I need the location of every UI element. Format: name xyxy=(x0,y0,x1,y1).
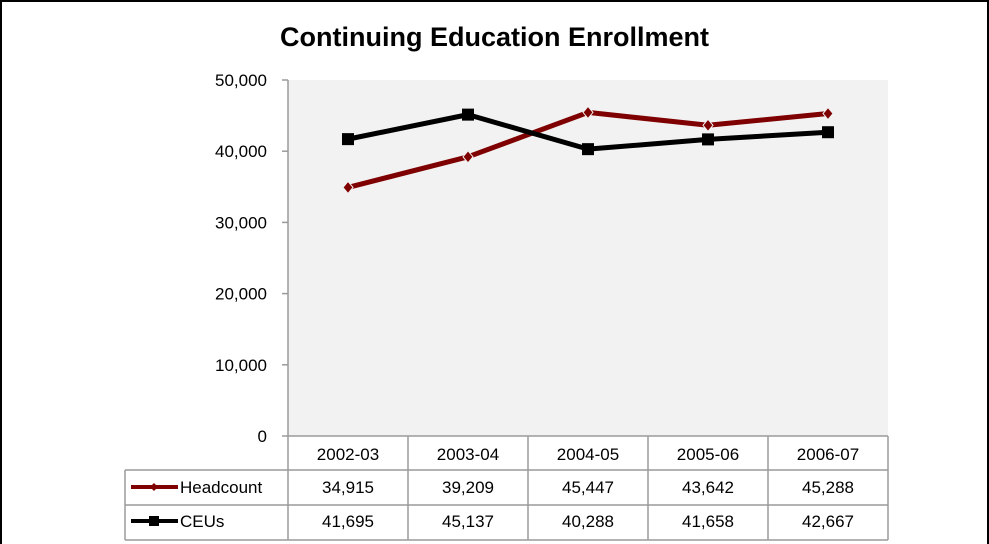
table-value-cell: 45,288 xyxy=(802,478,854,497)
data-point-ceus xyxy=(462,108,474,121)
table-value-cell: 43,642 xyxy=(682,478,734,497)
legend-series-name: Headcount xyxy=(180,478,263,497)
table-value-cell: 45,137 xyxy=(442,512,494,531)
table-value-cell: 39,209 xyxy=(442,478,494,497)
y-tick-label: 10,000 xyxy=(215,356,267,375)
y-tick-label: 20,000 xyxy=(215,285,267,304)
chart-title: Continuing Education Enrollment xyxy=(280,22,709,52)
series-markers xyxy=(342,105,834,195)
plot-area xyxy=(288,80,888,436)
data-point-ceus xyxy=(342,133,354,146)
y-tick-label: 40,000 xyxy=(215,142,267,161)
data-point-headcount xyxy=(582,105,594,120)
data-point-headcount xyxy=(342,180,354,195)
table-value-cell: 34,915 xyxy=(322,478,374,497)
data-point-headcount xyxy=(702,118,714,133)
y-tick-label: 30,000 xyxy=(215,213,267,232)
data-point-headcount xyxy=(822,106,834,121)
y-axis-ticks: 0 10,000 20,000 30,000 40,000 50,000 xyxy=(215,71,267,446)
table-value-cell: 41,658 xyxy=(682,512,734,531)
data-table: 2002-03 2003-04 2004-05 2005-06 2006-07 Headc… xyxy=(124,435,889,541)
data-point-ceus xyxy=(822,126,834,139)
x-category-label: 2004-05 xyxy=(557,445,619,464)
data-point-headcount xyxy=(462,150,474,164)
legend-series-name: CEUs xyxy=(180,512,224,531)
x-category-label: 2003-04 xyxy=(437,445,499,464)
x-category-label: 2002-03 xyxy=(317,445,379,464)
table-value-cell: 40,288 xyxy=(562,512,614,531)
x-category-label: 2005-06 xyxy=(677,445,739,464)
x-category-label: 2006-07 xyxy=(797,445,859,464)
legend-key-marker xyxy=(149,516,159,526)
data-point-ceus xyxy=(702,133,714,146)
table-value-cell: 42,667 xyxy=(802,512,854,531)
legend-key-marker xyxy=(150,483,158,491)
table-value-cell: 41,695 xyxy=(322,512,374,531)
table-value-cell: 45,447 xyxy=(562,478,614,497)
data-point-ceus xyxy=(582,143,594,156)
axes xyxy=(282,79,289,437)
y-tick-label: 0 xyxy=(258,427,267,446)
y-tick-label: 50,000 xyxy=(215,71,267,90)
